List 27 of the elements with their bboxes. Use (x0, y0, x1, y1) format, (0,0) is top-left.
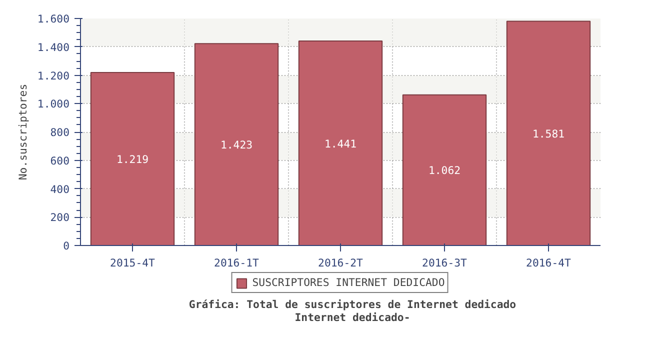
y-axis-title: No.suscriptores (16, 84, 30, 180)
bar (90, 72, 175, 246)
text: 1.423 (220, 138, 253, 152)
y-tick-label: 1.200 (37, 69, 70, 82)
y-tick-label: 0 (63, 240, 70, 252)
x-tick-label: 2016-3T (422, 256, 468, 270)
x-tick-label: 2015-4T (110, 256, 156, 270)
bar (298, 40, 383, 246)
text: 1.062 (428, 164, 461, 178)
y-tick-label: 1.600 (37, 12, 70, 26)
x-tick-label: 2016-2T (318, 256, 364, 270)
x-tick-label: 2016-1T (214, 256, 260, 270)
text: 1.581 (532, 127, 565, 140)
y-tick-label: 400 (50, 182, 70, 196)
text: Gráfica: Total de suscriptores de Internet dedicado Internet dedicado- (188, 298, 516, 324)
bar (194, 43, 279, 246)
bar (506, 20, 591, 246)
y-tick-label: 800 (50, 126, 70, 139)
y-tick-label: 1.000 (37, 98, 70, 111)
bar (402, 94, 487, 246)
text: 1.219 (116, 153, 149, 166)
y-tick-label: 200 (50, 211, 70, 224)
text: 1.441 (324, 137, 357, 150)
legend-label: SUSCRIPTORES INTERNET DEDICADO (252, 276, 445, 289)
y-tick-label: 600 (50, 154, 70, 168)
y-tick-label: 1.400 (37, 40, 70, 54)
x-tick-label: 2016-4T (526, 256, 572, 270)
